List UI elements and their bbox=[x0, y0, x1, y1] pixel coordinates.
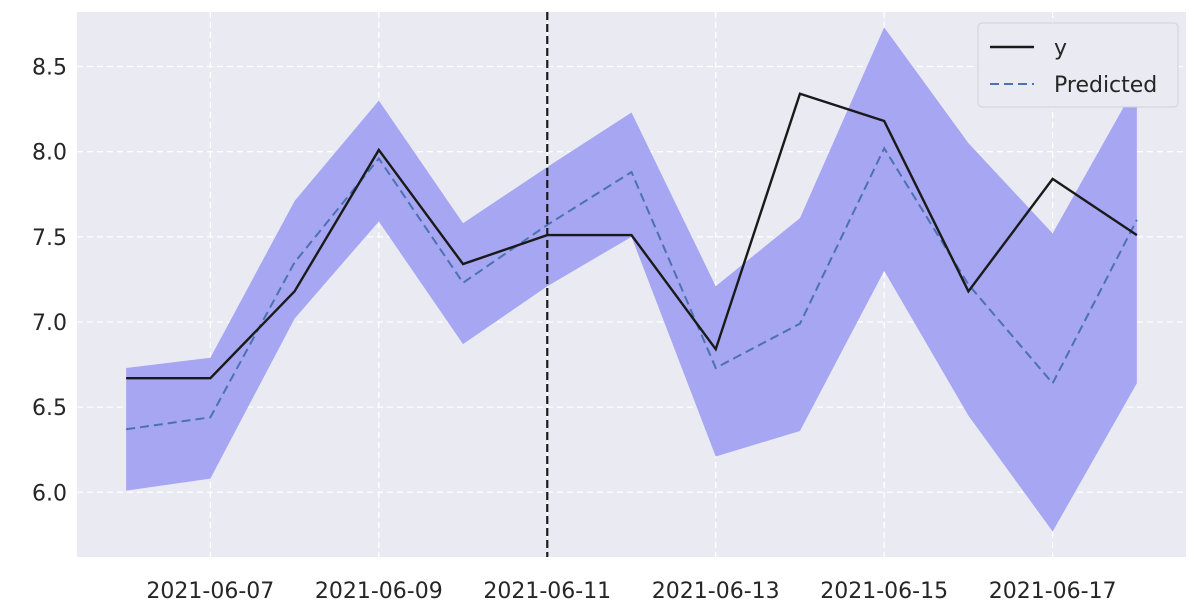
x-axis: 2021-06-07 2021-06-09 2021-06-11 2021-06-13… bbox=[146, 579, 1116, 604]
x-tick-label: 2021-06-15 bbox=[820, 579, 948, 604]
legend-box bbox=[977, 22, 1179, 108]
interval-band bbox=[126, 27, 1137, 532]
y-axis: 6.0 6.5 7.0 7.5 8.0 8.5 bbox=[32, 56, 67, 507]
y-tick-label: 6.0 bbox=[32, 481, 67, 506]
legend-label-y: y bbox=[1054, 36, 1067, 61]
x-tick-label: 2021-06-09 bbox=[315, 579, 443, 604]
x-tick-label: 2021-06-11 bbox=[483, 579, 611, 604]
x-tick-label: 2021-06-07 bbox=[146, 579, 274, 604]
y-tick-label: 7.5 bbox=[32, 226, 67, 251]
x-tick-label: 2021-06-13 bbox=[652, 579, 780, 604]
series-lines bbox=[125, 92, 1138, 431]
y-line bbox=[126, 92, 1138, 380]
x-tick-label: 2021-06-17 bbox=[989, 579, 1117, 604]
legend: y Predicted bbox=[977, 22, 1179, 108]
y-tick-label: 7.0 bbox=[32, 311, 67, 336]
legend-label-predicted: Predicted bbox=[1054, 73, 1157, 98]
y-tick-label: 6.5 bbox=[32, 396, 67, 421]
y-tick-label: 8.5 bbox=[32, 56, 67, 81]
predicted-line bbox=[125, 146, 1138, 431]
y-tick-label: 8.0 bbox=[32, 141, 67, 166]
prediction-interval bbox=[126, 27, 1137, 532]
